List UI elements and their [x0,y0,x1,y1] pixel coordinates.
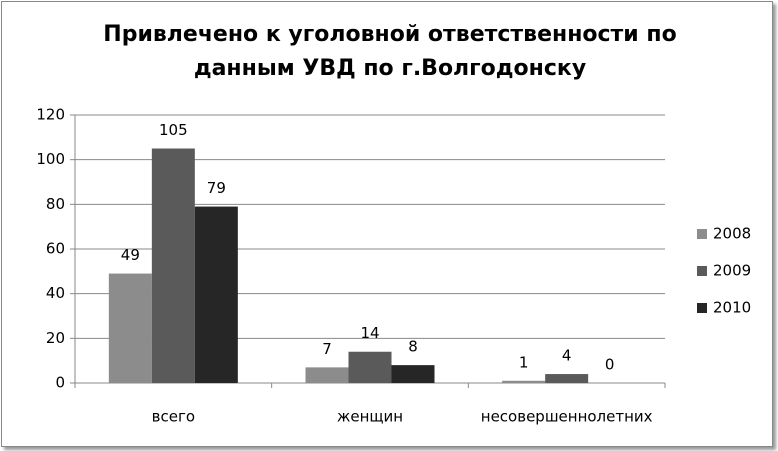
y-tick-label: 120 [36,106,65,124]
bar [348,351,392,383]
bar [502,380,546,383]
data-label: 7 [322,340,332,358]
data-label: 0 [605,356,615,374]
data-label: 14 [360,324,379,342]
legend-swatch [697,229,707,239]
y-tick-label: 40 [46,284,65,302]
bar [151,148,195,383]
y-tick-label: 80 [46,195,65,213]
bar [108,273,152,383]
legend-label: 2008 [713,225,751,243]
data-label: 105 [159,121,188,139]
legend-swatch [697,303,707,313]
data-label: 79 [207,179,226,197]
y-tick-label: 100 [36,150,65,168]
data-label: 8 [408,338,418,356]
chart-title: Привлечено к уголовной ответственности п… [103,22,677,81]
y-tick-label: 0 [55,374,65,392]
legend-label: 2009 [713,262,751,280]
data-label: 4 [562,347,572,365]
x-tick-label: женщин [337,408,403,426]
y-tick-label: 20 [46,329,65,347]
x-tick-label: всего [152,408,195,426]
bar [305,367,349,383]
data-label: 49 [121,246,140,264]
bar [194,206,238,383]
y-tick-label: 60 [46,240,65,258]
legend-swatch [697,266,707,276]
legend-label: 2010 [713,299,751,317]
bar [391,365,435,383]
data-label: 1 [519,353,529,371]
bar [545,374,589,383]
x-tick-label: несовершеннолетних [481,408,653,426]
